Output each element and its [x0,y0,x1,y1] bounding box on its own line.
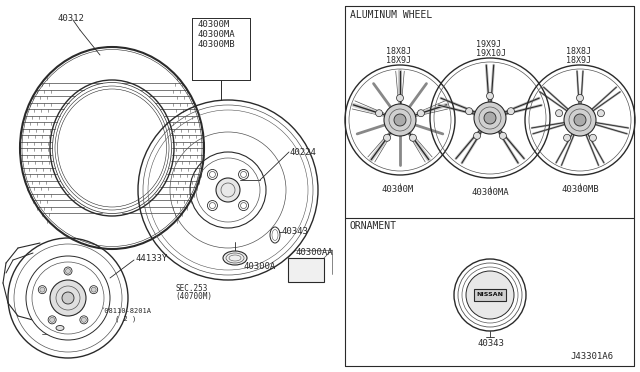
Circle shape [26,256,110,340]
Circle shape [484,112,496,124]
Circle shape [564,134,571,141]
Text: J43301A6: J43301A6 [570,352,613,361]
Text: 40300M: 40300M [382,185,414,194]
Circle shape [428,56,552,180]
Circle shape [474,102,506,134]
Circle shape [417,110,424,117]
Circle shape [343,63,457,177]
Circle shape [486,93,493,99]
Text: 40300AA: 40300AA [296,248,333,257]
Circle shape [383,134,390,141]
Text: 40224: 40224 [290,148,317,157]
Ellipse shape [20,47,204,249]
Text: 40300MB: 40300MB [562,185,600,194]
Circle shape [40,287,45,292]
Circle shape [556,110,563,117]
Text: 40300M: 40300M [198,20,230,29]
Circle shape [65,269,70,273]
Text: 18X8J: 18X8J [566,47,591,56]
Text: 19X9J: 19X9J [476,40,501,49]
Circle shape [384,104,416,136]
Text: 19X10J: 19X10J [476,49,506,58]
Circle shape [597,110,604,117]
Circle shape [91,287,96,292]
Text: 40312: 40312 [57,14,84,23]
Circle shape [499,132,506,139]
Circle shape [474,132,481,139]
Text: ORNAMENT: ORNAMENT [350,221,397,231]
Text: 40300MA: 40300MA [472,188,509,197]
FancyBboxPatch shape [474,289,506,301]
Circle shape [508,108,515,115]
Circle shape [376,110,383,117]
Bar [288,258,324,282]
Text: NISSAN: NISSAN [477,292,504,298]
Circle shape [466,271,514,319]
Text: 40343: 40343 [282,227,309,236]
Text: 40343: 40343 [478,339,505,348]
Text: 40300A: 40300A [243,262,275,271]
Text: (40700M): (40700M) [175,292,212,301]
Text: 18X9J: 18X9J [386,56,411,65]
Text: ALUMINUM WHEEL: ALUMINUM WHEEL [350,10,432,20]
Circle shape [50,317,54,323]
Circle shape [523,63,637,177]
Circle shape [564,104,596,136]
Ellipse shape [56,326,64,330]
Circle shape [81,317,86,323]
Text: ( 2 ): ( 2 ) [115,316,136,323]
Circle shape [574,114,586,126]
Circle shape [216,178,240,202]
Text: 18X8J: 18X8J [386,47,411,56]
Circle shape [62,292,74,304]
Text: SEC.253: SEC.253 [175,284,207,293]
Text: 44133Y: 44133Y [135,254,167,263]
Circle shape [577,94,584,102]
Circle shape [394,114,406,126]
Text: 40300MA: 40300MA [198,30,236,39]
Ellipse shape [138,92,318,288]
Text: ´08110-8201A: ´08110-8201A [100,308,151,314]
Text: 40300MB: 40300MB [198,40,236,49]
Circle shape [410,134,417,141]
Circle shape [397,94,403,102]
Ellipse shape [223,251,247,265]
Text: 18X9J: 18X9J [566,56,591,65]
Circle shape [465,108,472,115]
Circle shape [50,280,86,316]
Circle shape [589,134,596,141]
